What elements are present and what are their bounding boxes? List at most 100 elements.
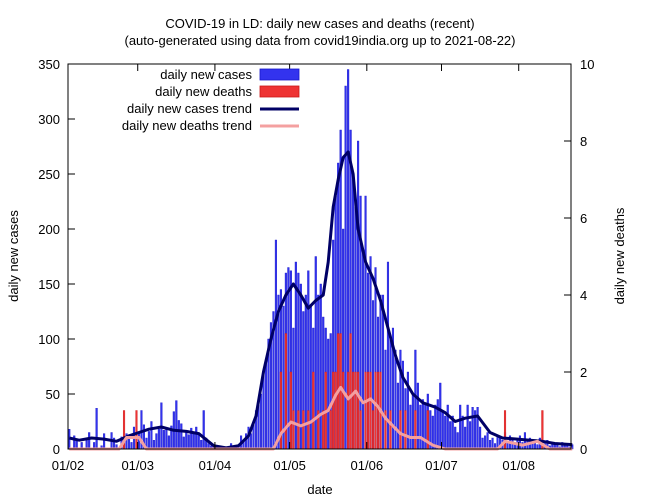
deaths-bar xyxy=(292,410,295,450)
deaths-bar xyxy=(339,333,342,450)
cases-bar xyxy=(484,435,487,450)
cases-bar xyxy=(192,432,195,450)
y2-tick-label: 0 xyxy=(580,442,587,457)
x-tick-label: 01/03 xyxy=(121,458,154,473)
chart-title: COVID-19 in LD: daily new cases and deat… xyxy=(165,16,474,31)
deaths-bar xyxy=(389,410,392,450)
cases-bar xyxy=(409,404,412,450)
deaths-bar xyxy=(369,371,372,450)
cases-bar xyxy=(130,442,133,450)
cases-bar xyxy=(167,435,170,450)
cases-bar xyxy=(441,410,444,450)
y2-tick-label: 10 xyxy=(580,57,594,72)
deaths-bar xyxy=(289,371,292,450)
y2-tick-label: 2 xyxy=(580,365,587,380)
cases-bar xyxy=(182,436,185,450)
cases-bar xyxy=(449,421,452,450)
y2-tick-label: 4 xyxy=(580,288,587,303)
axes-ticks: 0 50 100 150 200 250 300 350 0 2 4 6 8 10 01/02 01/03 01… xyxy=(38,57,594,473)
legend-swatch xyxy=(259,85,300,98)
cases-bar xyxy=(439,382,442,450)
cases-bar xyxy=(88,432,91,450)
deaths-bar xyxy=(322,410,325,450)
cases-bar xyxy=(466,404,469,450)
y2-tick-label: 8 xyxy=(580,134,587,149)
legend-label: daily new cases xyxy=(160,67,252,82)
cases-bar xyxy=(434,404,437,450)
y-tick-label: 150 xyxy=(38,277,60,292)
cases-bar xyxy=(421,399,424,450)
cases-bar xyxy=(411,393,414,450)
y-tick-label: 200 xyxy=(38,222,60,237)
cases-bar xyxy=(157,429,160,450)
y2-tick-label: 6 xyxy=(580,211,587,226)
cases-bar xyxy=(416,382,419,450)
legend-label: daily new deaths trend xyxy=(122,118,252,133)
cases-bar xyxy=(195,426,198,450)
x-tick-label: 01/02 xyxy=(52,458,85,473)
chart-subtitle: (auto-generated using data from covid19i… xyxy=(125,33,516,48)
cases-bar xyxy=(476,407,479,450)
cases-bar xyxy=(264,360,268,450)
deaths-bar xyxy=(364,371,367,450)
cases-bar xyxy=(491,437,494,450)
y-tick-label: 0 xyxy=(53,442,60,457)
x-tick-label: 01/08 xyxy=(502,458,535,473)
cases-bar xyxy=(464,426,467,450)
cases-bar xyxy=(456,432,459,450)
cases-bar xyxy=(177,420,180,450)
cases-bar xyxy=(486,432,489,450)
x-tick-label: 01/07 xyxy=(425,458,458,473)
deaths-bar xyxy=(332,371,335,450)
x-tick-label: 01/04 xyxy=(199,458,232,473)
deaths-bar xyxy=(357,371,360,450)
cases-bar xyxy=(282,305,285,450)
deaths-bar xyxy=(359,410,362,450)
deaths-bar xyxy=(297,410,300,450)
cases-bar xyxy=(396,382,399,450)
cases-bar xyxy=(319,283,322,450)
deaths-bar xyxy=(284,333,287,450)
deaths-bar xyxy=(334,371,337,450)
cases-bar xyxy=(95,408,98,450)
plot-frame xyxy=(67,63,572,450)
cases-bar xyxy=(147,431,150,450)
legend-label: daily new deaths xyxy=(155,84,252,99)
y-axis-label: daily new cases xyxy=(6,210,21,302)
cases-bar xyxy=(327,338,330,450)
deaths-bar xyxy=(302,410,305,450)
cases-bar xyxy=(165,427,168,450)
cases-bar xyxy=(175,400,178,450)
cases-bar xyxy=(444,415,447,450)
cases-bar xyxy=(459,404,462,450)
cases-bar xyxy=(103,433,106,450)
deaths-bar xyxy=(329,410,332,450)
legend: daily new cases daily new deaths daily new… xyxy=(122,67,300,133)
cases-bar xyxy=(394,349,397,450)
cases-trend-line xyxy=(68,150,573,450)
y-tick-label: 300 xyxy=(38,112,60,127)
cases-bar xyxy=(155,433,158,450)
cases-bar xyxy=(381,294,385,450)
deaths-bar xyxy=(347,371,350,450)
y-tick-label: 50 xyxy=(46,387,60,402)
cases-bar xyxy=(249,433,253,450)
deaths-bar xyxy=(307,410,310,450)
deaths-bar xyxy=(367,371,370,450)
y-tick-label: 250 xyxy=(38,167,60,182)
cases-bar xyxy=(362,250,365,450)
x-axis-label: date xyxy=(307,482,332,497)
cases-bar xyxy=(304,294,307,450)
cases-bar xyxy=(274,239,277,450)
cases-bar xyxy=(252,424,255,450)
cases-bar xyxy=(446,404,449,450)
cases-bar xyxy=(309,305,312,450)
cases-bar xyxy=(481,437,484,450)
cases-bar xyxy=(471,407,474,450)
cases-bar xyxy=(536,444,539,450)
cases-bar xyxy=(180,423,183,450)
deaths-bar xyxy=(399,410,402,450)
deaths-bar xyxy=(349,333,352,450)
x-tick-label: 01/05 xyxy=(273,458,306,473)
legend-label: daily new cases trend xyxy=(127,101,252,116)
